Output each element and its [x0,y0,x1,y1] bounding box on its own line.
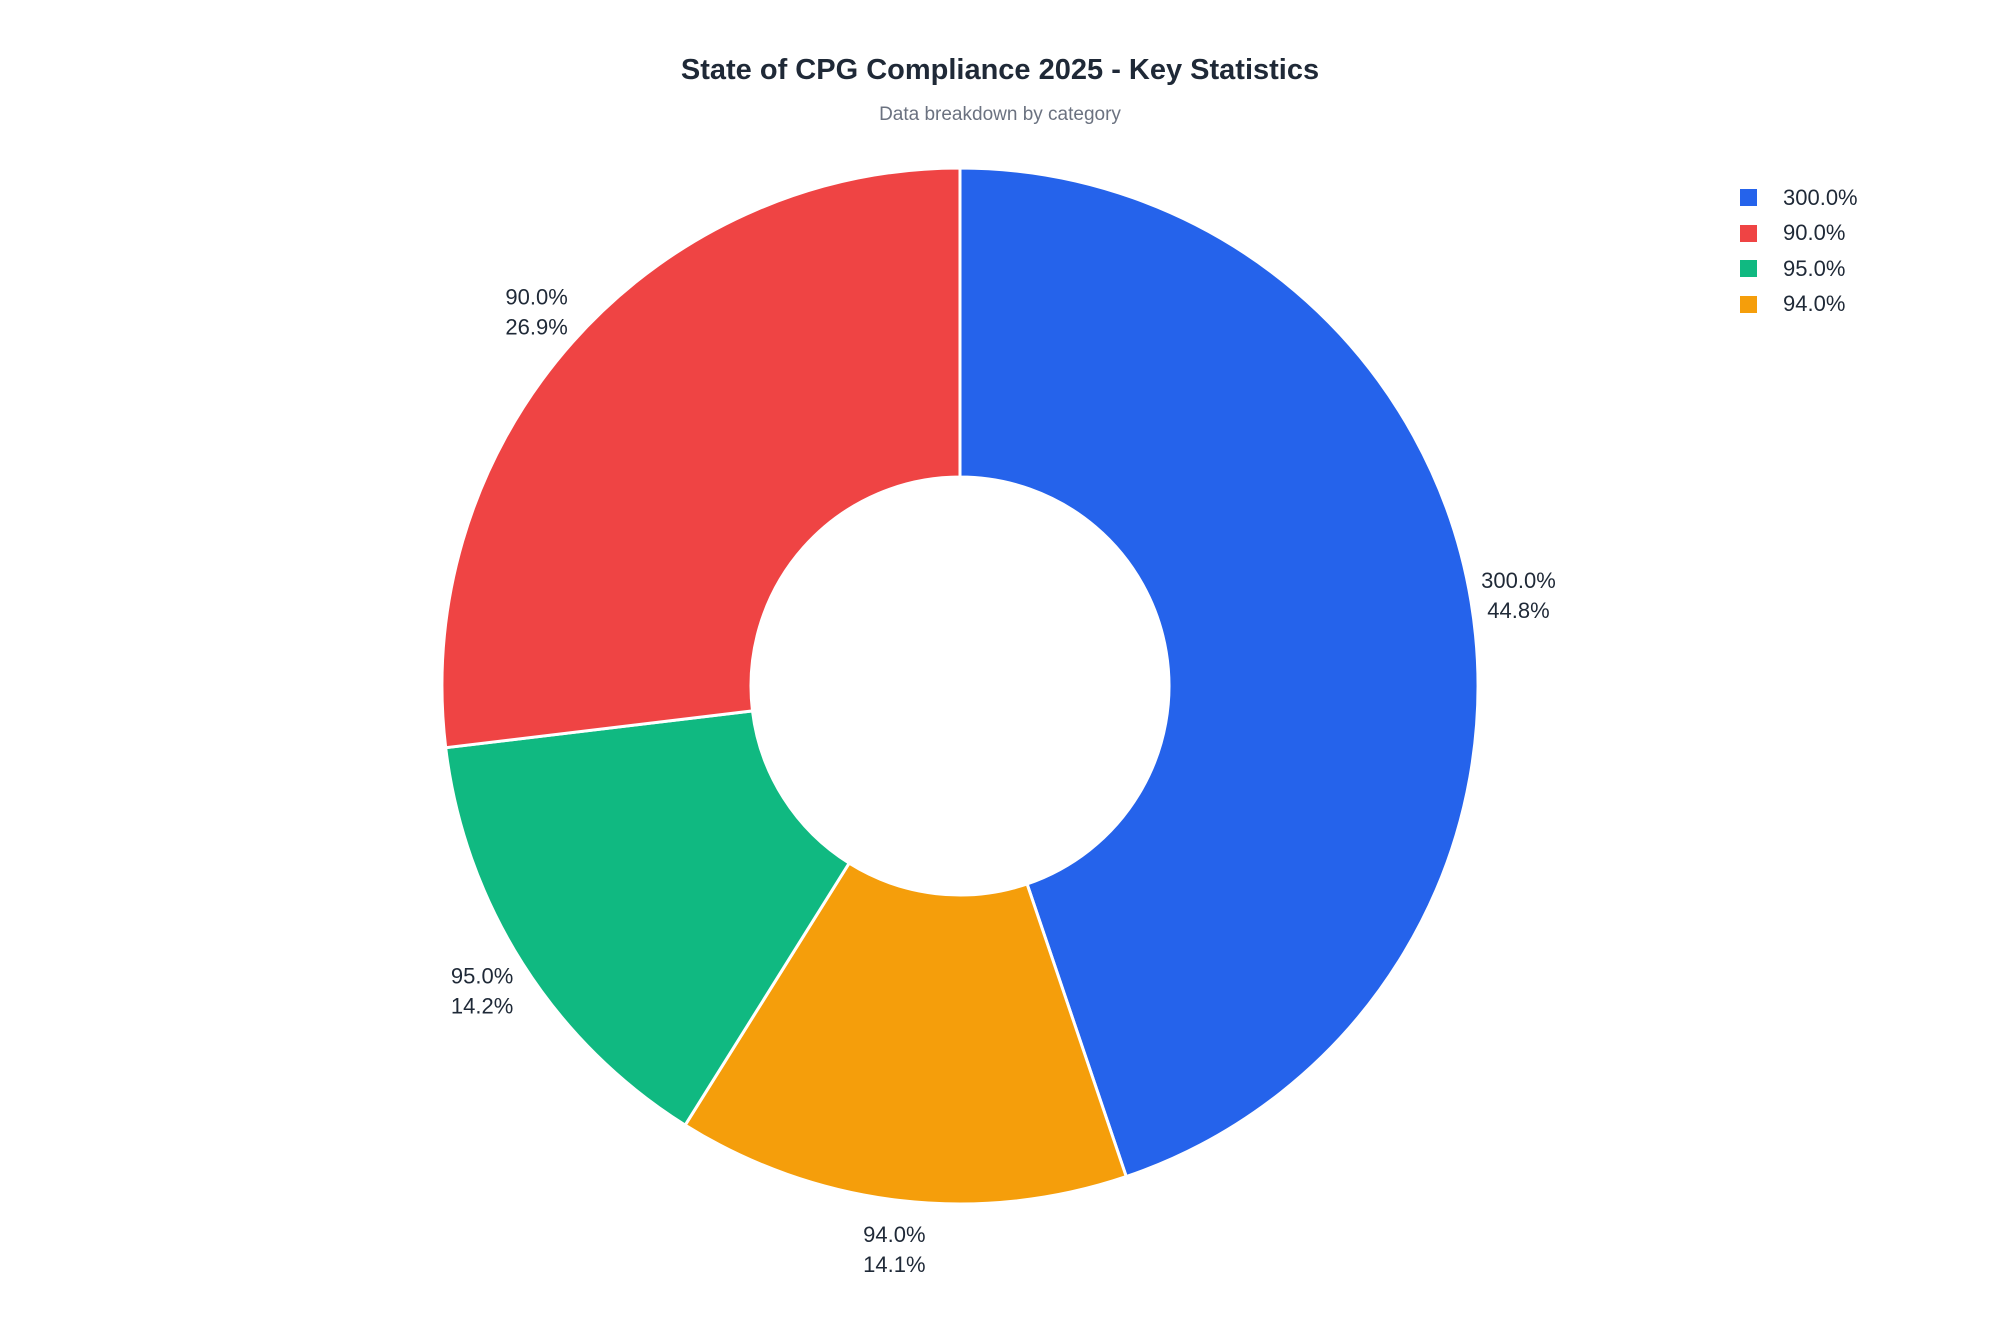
legend-label: 300.0% [1783,184,1858,210]
chart-title: State of CPG Compliance 2025 - Key Stati… [680,54,1320,86]
legend-item-2[interactable]: 95.0% [1740,251,1858,287]
chart-subtitle: Data breakdown by category [879,104,1121,125]
donut-slice-0[interactable] [958,166,1480,1179]
legend-swatch [1740,295,1757,313]
donut-slice-3[interactable] [440,166,962,750]
legend-label: 90.0% [1783,220,1846,246]
legend-label: 94.0% [1783,291,1846,317]
legend-item-0[interactable]: 300.0% [1740,180,1858,216]
legend-swatch [1740,189,1757,207]
legend-item-3[interactable]: 94.0% [1740,287,1858,323]
legend-swatch [1740,260,1757,278]
legend-swatch [1740,224,1757,242]
slice-label-1: 94.0% 14.1% [863,1222,925,1277]
legend-item-1[interactable]: 90.0% [1740,216,1858,252]
slice-label-3: 90.0% 26.9% [505,284,567,339]
slice-label-2: 95.0% 14.2% [451,963,513,1018]
legend: 300.0% 90.0% 95.0% 94.0% [1740,180,1858,322]
donut-slice-2[interactable] [444,709,852,1128]
slice-label-0: 300.0% 44.8% [1481,568,1556,623]
legend-label: 95.0% [1783,255,1846,281]
donut-slice-1[interactable] [683,861,1129,1206]
